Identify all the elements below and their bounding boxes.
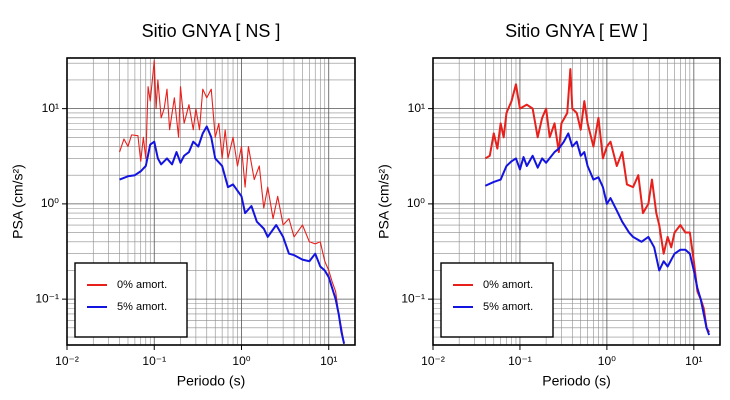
x-tick-label: 10⁰ [598, 354, 616, 368]
chart-title: Sitio GNYA [ EW ] [505, 21, 648, 41]
plot-frame [66, 57, 356, 346]
series-line [484, 68, 710, 333]
y-axis-label: PSA (cm/s²) [376, 164, 392, 239]
y-tick-label: 10⁻¹ [35, 291, 59, 305]
legend-label: 5% amort. [117, 301, 167, 313]
x-tick-label: 10⁻¹ [508, 354, 532, 368]
legend [440, 262, 554, 338]
x-tick-label: 10¹ [320, 354, 337, 368]
y-tick-label: 10¹ [42, 101, 59, 115]
x-tick-label: 10⁻² [421, 354, 445, 368]
y-tick-label: 10⁰ [407, 196, 425, 210]
legend-label: 0% amort. [117, 279, 167, 291]
y-tick-label: 10¹ [408, 101, 425, 115]
x-tick-label: 10¹ [685, 354, 702, 368]
legend-label: 0% amort. [483, 279, 533, 291]
series-line [119, 59, 345, 344]
series-line [484, 132, 711, 336]
chart-title: Sitio GNYA [ NS ] [142, 21, 281, 41]
y-tick-label: 10⁰ [41, 196, 59, 210]
x-axis-label: Periodo (s) [542, 373, 610, 389]
legend-label: 5% amort. [483, 301, 533, 313]
x-tick-label: 10⁻² [55, 354, 79, 368]
x-axis-label: Periodo (s) [177, 373, 245, 389]
x-tick-label: 10⁰ [232, 354, 250, 368]
y-axis-label: PSA (cm/s²) [10, 164, 26, 239]
legend [74, 262, 188, 338]
plot-frame [432, 57, 721, 346]
y-tick-label: 10⁻¹ [401, 291, 425, 305]
x-tick-label: 10⁻¹ [142, 354, 166, 368]
series-line [119, 125, 346, 344]
